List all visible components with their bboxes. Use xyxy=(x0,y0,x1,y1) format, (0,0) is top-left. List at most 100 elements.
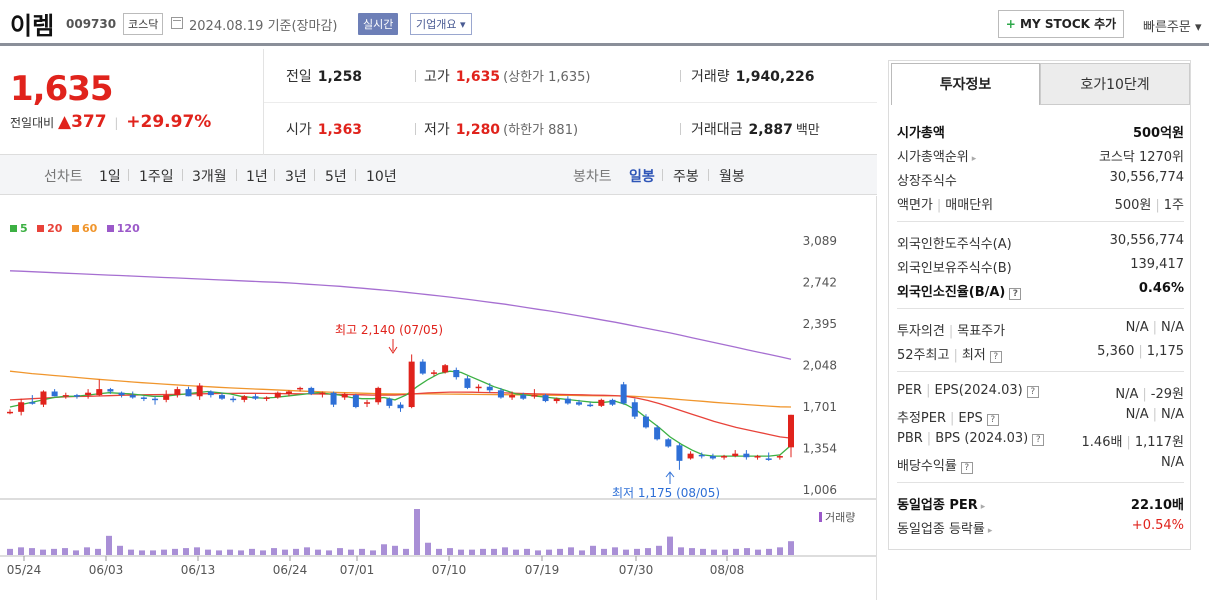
candle-body xyxy=(520,395,527,399)
candle-body xyxy=(375,387,382,403)
info-group2: 외국인한도주식수(A) 30,556,774 외국인보유주식수(B) 139,417 외… xyxy=(897,230,1184,309)
info-label: PER | EPS(2024.03)? xyxy=(897,383,1039,398)
info-group3: 투자의견 | 목표주가 N/A | N/A 52주최고 | 최저? 5,360 | 1,175 xyxy=(897,317,1184,372)
candle-body xyxy=(676,445,683,461)
volume-bar xyxy=(403,548,409,555)
realtime-button[interactable]: 실시간 xyxy=(358,13,399,35)
candle-body xyxy=(776,456,783,458)
info-row: 외국인한도주식수(A) 30,556,774 xyxy=(897,230,1184,254)
tab-order-book[interactable]: 호가10단계 xyxy=(1040,63,1190,105)
x-tick-label: 06/13 xyxy=(181,563,216,577)
period-10y[interactable]: 10년 xyxy=(366,169,397,185)
volume-bar xyxy=(172,548,178,555)
candle-body xyxy=(140,397,147,399)
volume-legend-swatch xyxy=(819,512,822,522)
volume-bar xyxy=(150,550,156,555)
info-group4: PER | EPS(2024.03)? N/A | -29원 추정PER | EPS? N/A | N… xyxy=(897,380,1184,483)
help-icon[interactable]: ? xyxy=(960,462,973,474)
info-value: 500억원 xyxy=(1132,126,1184,141)
x-tick-label: 07/10 xyxy=(432,563,467,577)
stat-low: 저가 1,280 (하한가 881) xyxy=(424,122,579,138)
help-icon[interactable]: ? xyxy=(1032,434,1045,446)
period-3y[interactable]: 3년 xyxy=(285,169,307,185)
volume-bar xyxy=(788,541,794,555)
volume-bar xyxy=(370,550,376,555)
period-3m[interactable]: 3개월 xyxy=(192,169,227,185)
info-label: 외국인보유주식수(B) xyxy=(897,261,1012,276)
info-value: 코스닥 1270위 xyxy=(1098,150,1184,165)
volume-bar xyxy=(95,548,101,555)
candle-weekly[interactable]: 주봉 xyxy=(673,169,699,185)
price-chart[interactable]: 5 20 60 120 3,089 2,742 2,395 2,048 1,701 1,3… xyxy=(0,196,877,600)
candle-body xyxy=(330,392,337,405)
volume-bar xyxy=(711,549,717,555)
volume-bar xyxy=(590,545,596,555)
volume-bar xyxy=(359,548,365,555)
high-arrow-head xyxy=(388,346,398,354)
stat-volume: 거래량 1,940,226 xyxy=(691,69,815,85)
info-row: 상장주식수 30,556,774 xyxy=(897,167,1184,191)
period-1d[interactable]: 1일 xyxy=(99,169,121,185)
price-change: 전일대비 ▲377 | +29.97% xyxy=(10,112,212,132)
volume-bar xyxy=(623,549,629,555)
low-arrow-head xyxy=(665,471,675,478)
candle-body xyxy=(73,395,80,397)
volume-bar xyxy=(51,548,57,555)
candle-body xyxy=(185,389,192,397)
arrow-right-icon: ▸ xyxy=(971,154,977,164)
volume-bar xyxy=(755,549,761,555)
candle-body xyxy=(419,361,426,374)
info-label: PBR | BPS (2024.03)? xyxy=(897,431,1045,446)
info-value: 30,556,774 xyxy=(1109,170,1184,185)
candle-body xyxy=(319,392,326,395)
period-1y[interactable]: 1년 xyxy=(246,169,268,185)
panel-tabs: 투자정보 호가10단계 xyxy=(891,63,1190,105)
candle-body xyxy=(274,392,281,398)
volume-bar xyxy=(304,547,310,555)
low-annotation: 최저 1,175 (08/05) xyxy=(612,486,720,500)
volume-bar xyxy=(579,550,585,555)
change-amount: 377 xyxy=(71,112,107,132)
period-5y[interactable]: 5년 xyxy=(325,169,347,185)
volume-bar xyxy=(634,548,640,555)
candle-body xyxy=(620,384,627,404)
help-icon[interactable]: ? xyxy=(1009,288,1022,300)
help-icon[interactable]: ? xyxy=(1026,386,1039,398)
candle-body xyxy=(297,387,304,390)
info-group5: 동일업종 PER ▸ 22.10배 동일업종 등락률 ▸ +0.54% xyxy=(897,491,1184,539)
candle-daily[interactable]: 일봉 xyxy=(629,169,655,185)
quick-order-dropdown[interactable]: 빠른주문 ▾ xyxy=(1143,20,1202,35)
info-value: N/A | N/A xyxy=(1125,320,1184,335)
my-stock-add-button[interactable]: + MY STOCK 추가 xyxy=(998,10,1124,38)
info-row: 투자의견 | 목표주가 N/A | N/A xyxy=(897,317,1184,341)
my-stock-add-label: MY STOCK 추가 xyxy=(1020,17,1117,31)
help-icon[interactable]: ? xyxy=(989,351,1002,363)
calendar-icon xyxy=(171,17,183,29)
period-1w[interactable]: 1주일 xyxy=(139,169,174,185)
tab-investment-info[interactable]: 투자정보 xyxy=(891,63,1040,105)
candle-body xyxy=(765,458,772,460)
volume-bar xyxy=(348,549,354,555)
info-value: 22.10배 xyxy=(1130,498,1184,513)
info-row: 시가총액 500억원 xyxy=(897,119,1184,143)
arrow-right-icon: ▸ xyxy=(987,526,993,536)
info-value: 500원 | 1주 xyxy=(1114,198,1184,213)
ma120-line xyxy=(9,270,792,360)
candle-body xyxy=(18,402,25,412)
y-tick-label: 1,354 xyxy=(803,442,837,456)
help-icon[interactable]: ? xyxy=(986,414,999,426)
candlestick-chart-svg: 3,089 2,742 2,395 2,048 1,701 1,354 1,006 최고 2,… xyxy=(0,234,876,577)
company-overview-dropdown[interactable]: 기업개요 ▾ xyxy=(410,13,472,35)
volume-bar xyxy=(689,548,695,555)
candle-body xyxy=(174,389,181,396)
high-annotation: 최고 2,140 (07/05) xyxy=(335,323,443,337)
info-label: 외국인소진율(B/A)? xyxy=(897,281,1022,300)
candle-body xyxy=(687,453,694,459)
investment-info-panel: 투자정보 호가10단계 시가총액 500억원 시가총액순위 ▸ 코스닥 1270위 상장주… xyxy=(888,60,1191,550)
candle-body xyxy=(397,404,404,409)
compare-label: 전일대비 xyxy=(10,116,55,130)
candle-monthly[interactable]: 월봉 xyxy=(719,169,745,185)
volume-bar xyxy=(62,548,68,555)
x-tick-label: 06/03 xyxy=(89,563,124,577)
info-row: 추정PER | EPS? N/A | N/A xyxy=(897,404,1184,428)
